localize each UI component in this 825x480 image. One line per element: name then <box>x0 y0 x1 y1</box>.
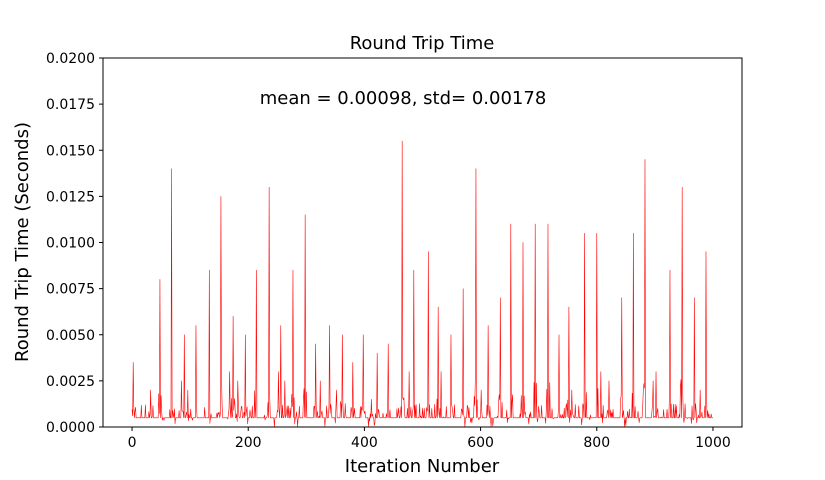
y-tick-label: 0.0050 <box>46 328 95 344</box>
x-tick-label: 200 <box>235 435 262 451</box>
x-tick-label: 400 <box>351 435 378 451</box>
y-tick-label: 0.0000 <box>46 420 95 436</box>
x-tick-label: 800 <box>583 435 610 451</box>
stats-annotation: mean = 0.00098, std= 0.00178 <box>260 88 547 109</box>
axes-frame <box>102 57 743 428</box>
y-tick-label: 0.0125 <box>46 189 95 205</box>
plot-area: 0 200 400 600 800 1000 0.0000 0.0025 0.0050 0.007… <box>46 51 743 451</box>
series-line <box>131 140 713 428</box>
chart-title: Round Trip Time <box>350 33 495 54</box>
x-axis-label: Iteration Number <box>345 456 500 477</box>
y-tick-label: 0.0150 <box>46 143 95 159</box>
y-tick-label: 0.0100 <box>46 236 95 252</box>
y-tick-label: 0.0175 <box>46 97 95 113</box>
y-tick-label: 0.0075 <box>46 282 95 298</box>
y-tick-label: 0.0200 <box>46 51 95 67</box>
x-tick-label: 600 <box>467 435 494 451</box>
x-tick-label: 0 <box>128 435 137 451</box>
y-axis-label: Round Trip Time (Seconds) <box>12 122 33 362</box>
x-tick-label: 1000 <box>695 435 731 451</box>
y-tick-label: 0.0025 <box>46 374 95 390</box>
